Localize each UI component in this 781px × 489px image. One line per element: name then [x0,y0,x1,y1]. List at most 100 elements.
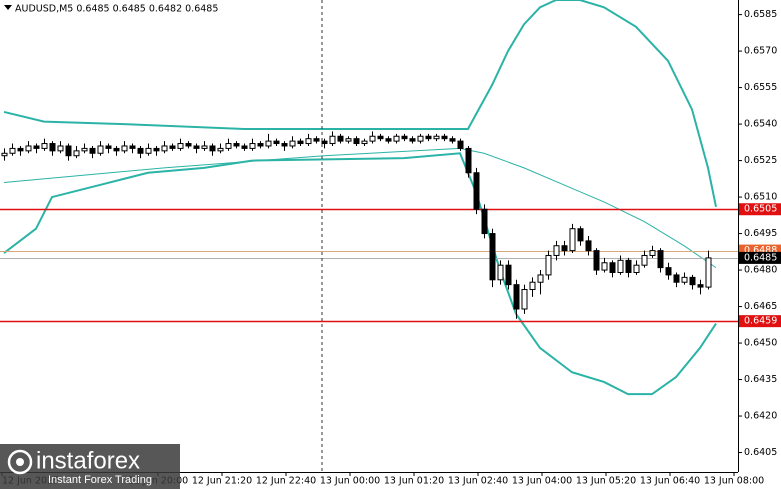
candle-body [601,262,608,271]
y-tick-label: 0.6450 [744,338,777,349]
y-tick-label: 0.6420 [744,411,777,422]
candle-body [441,135,448,140]
candle-body [377,135,384,140]
candle-body [489,233,496,281]
menu-triangle[interactable] [4,5,12,10]
candle-body [161,145,168,152]
candle-body [465,147,472,174]
candle-body [113,147,120,152]
candle-body [169,145,176,149]
bollinger-band [3,152,717,396]
candle-body [225,143,232,149]
candle-body [393,135,400,142]
candle-body [281,143,288,147]
candle-body [681,276,688,283]
candle-body [513,284,520,310]
candle-body [473,172,480,210]
candle-body [625,259,632,273]
candle-body [385,138,392,142]
candle-body [657,250,664,269]
candle-body [689,276,696,286]
candle-body [57,145,64,152]
logo-icon [7,449,33,475]
candle-body [617,259,624,273]
candle-body [369,135,376,142]
candle-body [665,267,672,276]
candle-body [49,143,56,152]
candle-body [417,135,424,142]
candle-body [209,145,216,152]
y-tick-label: 0.6480 [744,265,777,276]
candle-body [41,143,48,149]
candle-body [321,140,328,145]
y-tick-label: 0.6435 [744,374,777,385]
candle-body [137,147,144,154]
candle-body [233,143,240,147]
candle-body [521,289,528,310]
bollinger-band [3,147,717,269]
candle-body [105,145,112,149]
candle-body [25,145,32,152]
candle-body [481,208,488,235]
x-tick-label: 13 Jun 01:20 [384,476,444,487]
candle-body [353,138,360,145]
price-level-label: 0.6459 [744,316,777,327]
axes: 0.6585 0.6570 0.6555 0.6540 0.6525 0.6510 0.64… [1,9,781,487]
candle-body [145,147,152,154]
y-tick-label: 0.6555 [744,82,777,93]
candle-body [593,250,600,271]
candle-body [545,254,552,276]
candle-body [81,147,88,152]
logo-name: instaforex [36,447,140,474]
candle-body [401,135,408,140]
candle-body [217,147,224,152]
x-tick-label: 13 Jun 05:20 [576,476,636,487]
candle-body [529,281,536,291]
candle-body [33,145,40,149]
candle-body [305,138,312,145]
plot-area [0,0,738,396]
candle-body [129,145,136,149]
candle-body [17,147,24,152]
candle-body [553,245,560,256]
candle-body [97,145,104,154]
candle-body [65,145,72,157]
candle-body [425,135,432,140]
candle-body [201,145,208,149]
y-tick-label: 0.6405 [744,447,777,458]
x-tick-label: 12 Jun 22:40 [256,476,316,487]
y-tick-label: 0.6585 [744,9,777,20]
x-tick-label: 13 Jun 00:00 [320,476,380,487]
candle-body [505,264,512,286]
candle-body [609,262,616,273]
candle-body [329,135,336,145]
logo-icon-dot [16,458,24,466]
candle-body [313,138,320,142]
candle-body [409,138,416,142]
candle-body [449,138,456,142]
candle-body [121,145,128,152]
x-tick-label: 13 Jun 08:00 [704,476,764,487]
candle-body [569,228,576,252]
logo: instaforex Instant Forex Trading [0,444,180,489]
candle-body [705,257,712,288]
candle-body [73,150,80,157]
candle-body [345,138,352,142]
candle-body [273,140,280,145]
candle-body [457,140,464,149]
candle-body [361,140,368,145]
candle-body [193,145,200,149]
candle-body [633,264,640,273]
price-level-box [739,251,781,264]
candle-body [641,254,648,266]
candle-body [1,152,8,157]
candle-body [257,143,264,147]
x-tick-label: 13 Jun 06:40 [640,476,700,487]
candle-body [241,145,248,149]
candle-body [649,250,656,256]
candle-body [697,284,704,288]
price-level-label: 0.6485 [744,252,777,263]
candle-body [153,147,160,152]
